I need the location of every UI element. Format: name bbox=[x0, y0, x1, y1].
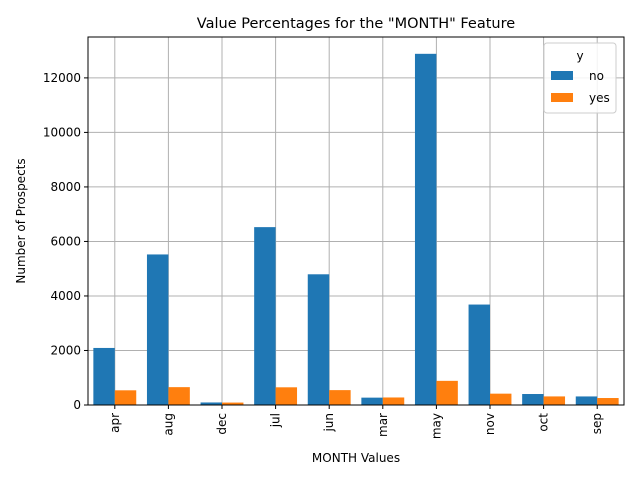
y-tick-label: 10000 bbox=[43, 125, 81, 139]
y-tick-label: 6000 bbox=[50, 234, 81, 248]
x-tick-label: sep bbox=[590, 413, 604, 434]
legend-label-yes: yes bbox=[589, 91, 610, 105]
bar-yes-mar bbox=[382, 397, 405, 405]
x-tick-label: nov bbox=[483, 413, 497, 435]
bar-no-dec bbox=[200, 402, 222, 405]
legend-title: y bbox=[576, 49, 583, 63]
bar-no-apr bbox=[93, 347, 115, 405]
x-axis: apr aug dec jul jun mar may nov oct sep bbox=[108, 405, 604, 439]
y-axis-label: Number of Prospects bbox=[14, 158, 28, 283]
x-tick-label: apr bbox=[108, 413, 122, 433]
x-tick-label: jul bbox=[269, 413, 283, 428]
x-axis-label: MONTH Values bbox=[312, 451, 400, 465]
bar-yes-jul bbox=[275, 387, 298, 405]
bar-no-aug bbox=[146, 254, 169, 405]
bar-no-may bbox=[414, 53, 437, 405]
bar-no-mar bbox=[361, 397, 383, 405]
chart-title: Value Percentages for the "MONTH" Featur… bbox=[197, 16, 515, 32]
bar-no-nov bbox=[468, 304, 490, 405]
bar-no-jun bbox=[307, 274, 330, 405]
y-tick-label: 4000 bbox=[50, 289, 81, 303]
bar-yes-oct bbox=[543, 396, 566, 405]
bar-yes-may bbox=[436, 380, 458, 405]
bar-yes-jun bbox=[329, 390, 351, 405]
plot-frame bbox=[87, 36, 625, 406]
y-tick-label: 12000 bbox=[43, 71, 81, 85]
y-axis: 0 2000 4000 6000 8000 10000 12000 bbox=[43, 71, 88, 412]
legend-swatch-yes bbox=[551, 93, 573, 102]
bar-yes-apr bbox=[114, 390, 137, 405]
x-tick-label: aug bbox=[161, 413, 175, 436]
x-tick-label: may bbox=[429, 413, 443, 439]
legend-label-no: no bbox=[589, 69, 604, 83]
bars bbox=[93, 53, 619, 405]
bar-no-sep bbox=[575, 396, 598, 405]
bar-yes-sep bbox=[597, 398, 619, 405]
legend-swatch-no bbox=[551, 71, 573, 80]
bar-yes-dec bbox=[222, 402, 244, 405]
bar-yes-aug bbox=[168, 387, 190, 405]
y-tick-label: 8000 bbox=[50, 180, 81, 194]
x-tick-label: mar bbox=[376, 413, 390, 437]
x-tick-label: oct bbox=[537, 413, 551, 432]
x-tick-label: jun bbox=[322, 413, 336, 433]
y-tick-label: 2000 bbox=[50, 343, 81, 357]
legend: y no yes bbox=[543, 42, 617, 114]
x-tick-label: dec bbox=[215, 413, 229, 435]
bar-yes-nov bbox=[490, 393, 512, 405]
y-tick-label: 0 bbox=[73, 398, 81, 412]
bar-no-oct bbox=[522, 394, 544, 405]
bar-no-jul bbox=[254, 227, 276, 405]
